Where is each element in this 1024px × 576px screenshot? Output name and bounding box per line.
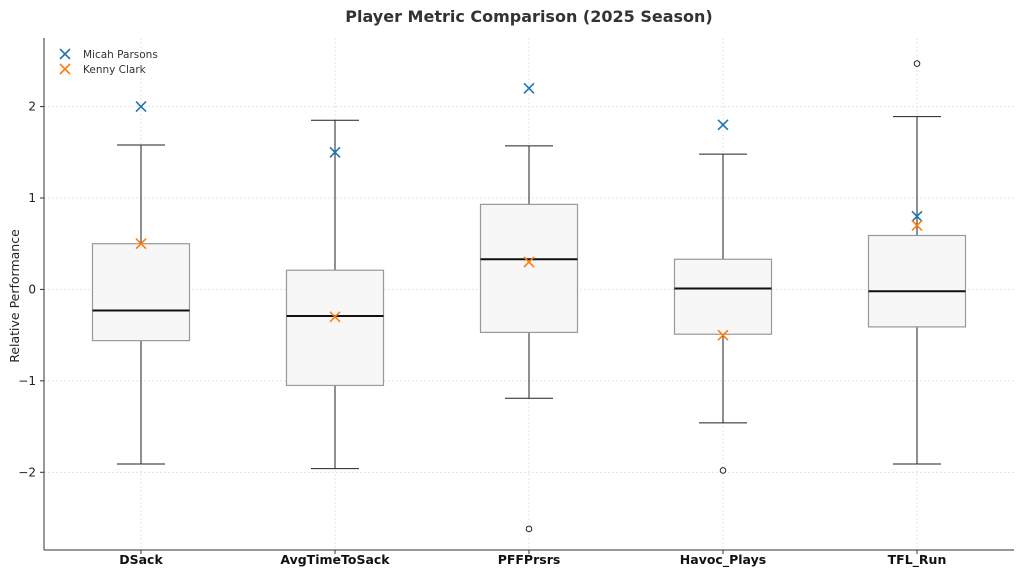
marker-stroke <box>59 48 71 60</box>
x-tick-label: Havoc_Plays <box>680 552 766 568</box>
marker-stroke <box>523 82 535 94</box>
box-Havoc_Plays <box>673 153 773 474</box>
box-AvgTimeToSack <box>285 119 385 470</box>
legend-item: Kenny Clark <box>59 63 147 76</box>
chart-title: Player Metric Comparison (2025 Season) <box>345 7 712 26</box>
box-TFL_Run <box>867 60 967 465</box>
boxes-layer <box>91 60 967 533</box>
outlier-point <box>719 467 727 474</box>
iqr-box <box>867 234 967 328</box>
legend-label: Micah Parsons <box>83 49 158 61</box>
player-point <box>135 238 147 250</box>
outlier-point <box>913 60 921 67</box>
y-tick-label: 1 <box>28 191 36 205</box>
marker-stroke <box>911 219 923 231</box>
y-tick-label: −2 <box>18 465 36 479</box>
y-tick-label: 2 <box>28 100 36 114</box>
player-point <box>911 210 923 222</box>
y-tick-label: 0 <box>28 282 36 296</box>
axes-layer: −2 −1 0 1 2 DSack AvgTimeToSack PFFPrsrs Havoc_P… <box>18 38 1014 568</box>
iqr-box <box>673 258 773 335</box>
player-point <box>329 146 341 158</box>
legend-item: Micah Parsons <box>59 48 158 61</box>
marker-stroke <box>911 210 923 222</box>
marker-stroke <box>329 311 341 323</box>
marker-stroke <box>717 119 729 131</box>
player-point <box>523 256 535 268</box>
player-point <box>329 311 341 323</box>
x-tick-label: DSack <box>119 552 163 567</box>
legend-label: Kenny Clark <box>83 64 147 76</box>
legend: Micah Parsons Kenny Clark <box>59 48 158 76</box>
player-point <box>523 82 535 94</box>
marker-stroke <box>329 146 341 158</box>
player-point <box>911 219 923 231</box>
marker-stroke <box>135 101 147 113</box>
marker-stroke <box>523 256 535 268</box>
box-PFFPrsrs <box>479 145 579 533</box>
player-point <box>717 119 729 131</box>
iqr-box <box>285 269 385 387</box>
player-points-layer <box>135 82 923 341</box>
x-tick-label: TFL_Run <box>888 552 947 568</box>
y-axis-label: Relative Performance <box>7 229 22 363</box>
marker-stroke <box>135 238 147 250</box>
x-tick-label: AvgTimeToSack <box>280 552 390 567</box>
y-tick-label: −1 <box>18 374 36 388</box>
legend-marker <box>59 63 71 75</box>
player-point <box>135 101 147 113</box>
iqr-box <box>91 243 191 342</box>
outlier-point <box>525 525 533 533</box>
player-point <box>717 329 729 341</box>
x-tick-label: PFFPrsrs <box>498 552 561 567</box>
box-DSack <box>91 144 191 465</box>
iqr-box <box>479 203 579 333</box>
marker-stroke <box>59 63 71 75</box>
legend-marker <box>59 48 71 60</box>
marker-stroke <box>717 329 729 341</box>
